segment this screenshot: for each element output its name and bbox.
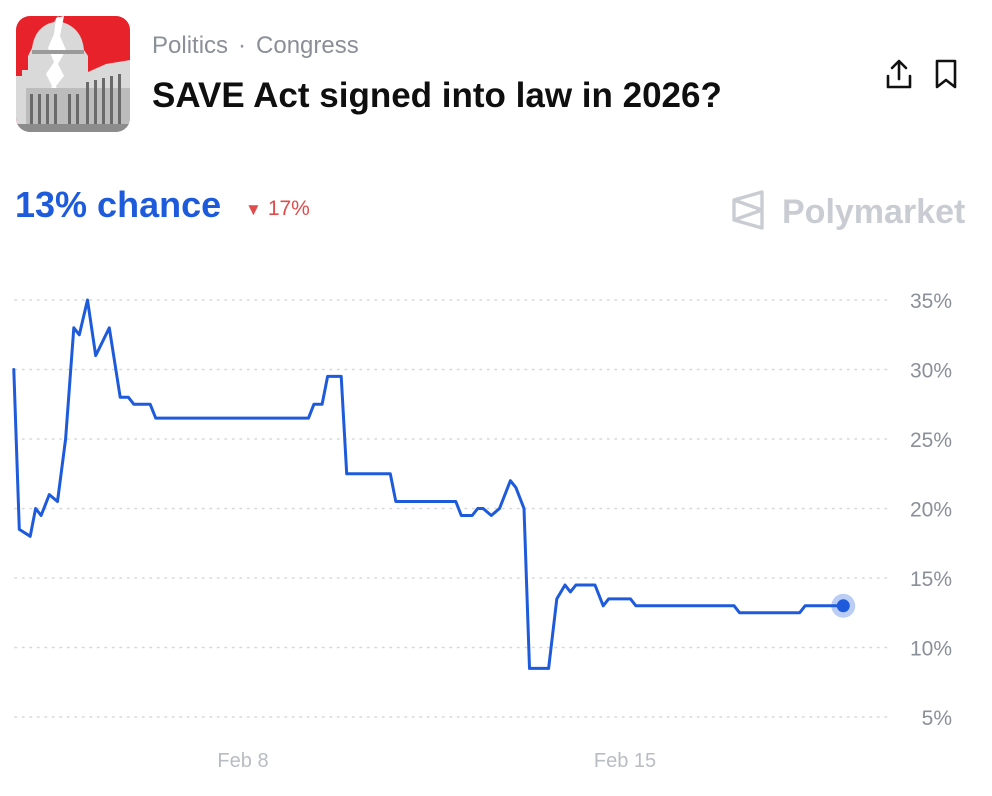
y-tick-label: 30%	[910, 360, 952, 383]
series-line	[12, 298, 845, 670]
y-tick-label: 20%	[910, 499, 952, 522]
delta-value: 17%	[267, 197, 310, 220]
y-tick-label: 35%	[910, 290, 952, 313]
y-tick-label: 5%	[922, 707, 952, 730]
breadcrumb-category[interactable]: Politics	[152, 32, 229, 59]
y-tick-label: 25%	[910, 429, 952, 452]
chance-value: 13% chance	[15, 184, 222, 225]
y-tick-label: 10%	[910, 638, 952, 661]
x-tick-label: Feb 15	[594, 750, 656, 772]
chance-delta: ▼ 17%	[245, 197, 310, 221]
bookmark-button[interactable]	[930, 58, 962, 92]
polymarket-logo-icon	[732, 190, 764, 230]
brand-name: Polymarket	[782, 193, 966, 231]
y-tick-label: 15%	[910, 568, 952, 591]
x-tick-label: Feb 8	[217, 750, 268, 772]
down-arrow-icon: ▼	[245, 200, 262, 219]
breadcrumb: Politics · Congress	[152, 32, 359, 60]
market-thumbnail	[16, 16, 130, 132]
market-title: SAVE Act signed into law in 2026?	[152, 76, 722, 115]
share-button[interactable]	[883, 58, 915, 92]
current-point	[836, 599, 850, 613]
breadcrumb-subcategory[interactable]: Congress	[256, 32, 359, 59]
share-icon	[886, 59, 912, 89]
bookmark-icon	[935, 59, 957, 89]
us-capitol-image	[16, 16, 130, 132]
breadcrumb-separator: ·	[238, 32, 247, 59]
